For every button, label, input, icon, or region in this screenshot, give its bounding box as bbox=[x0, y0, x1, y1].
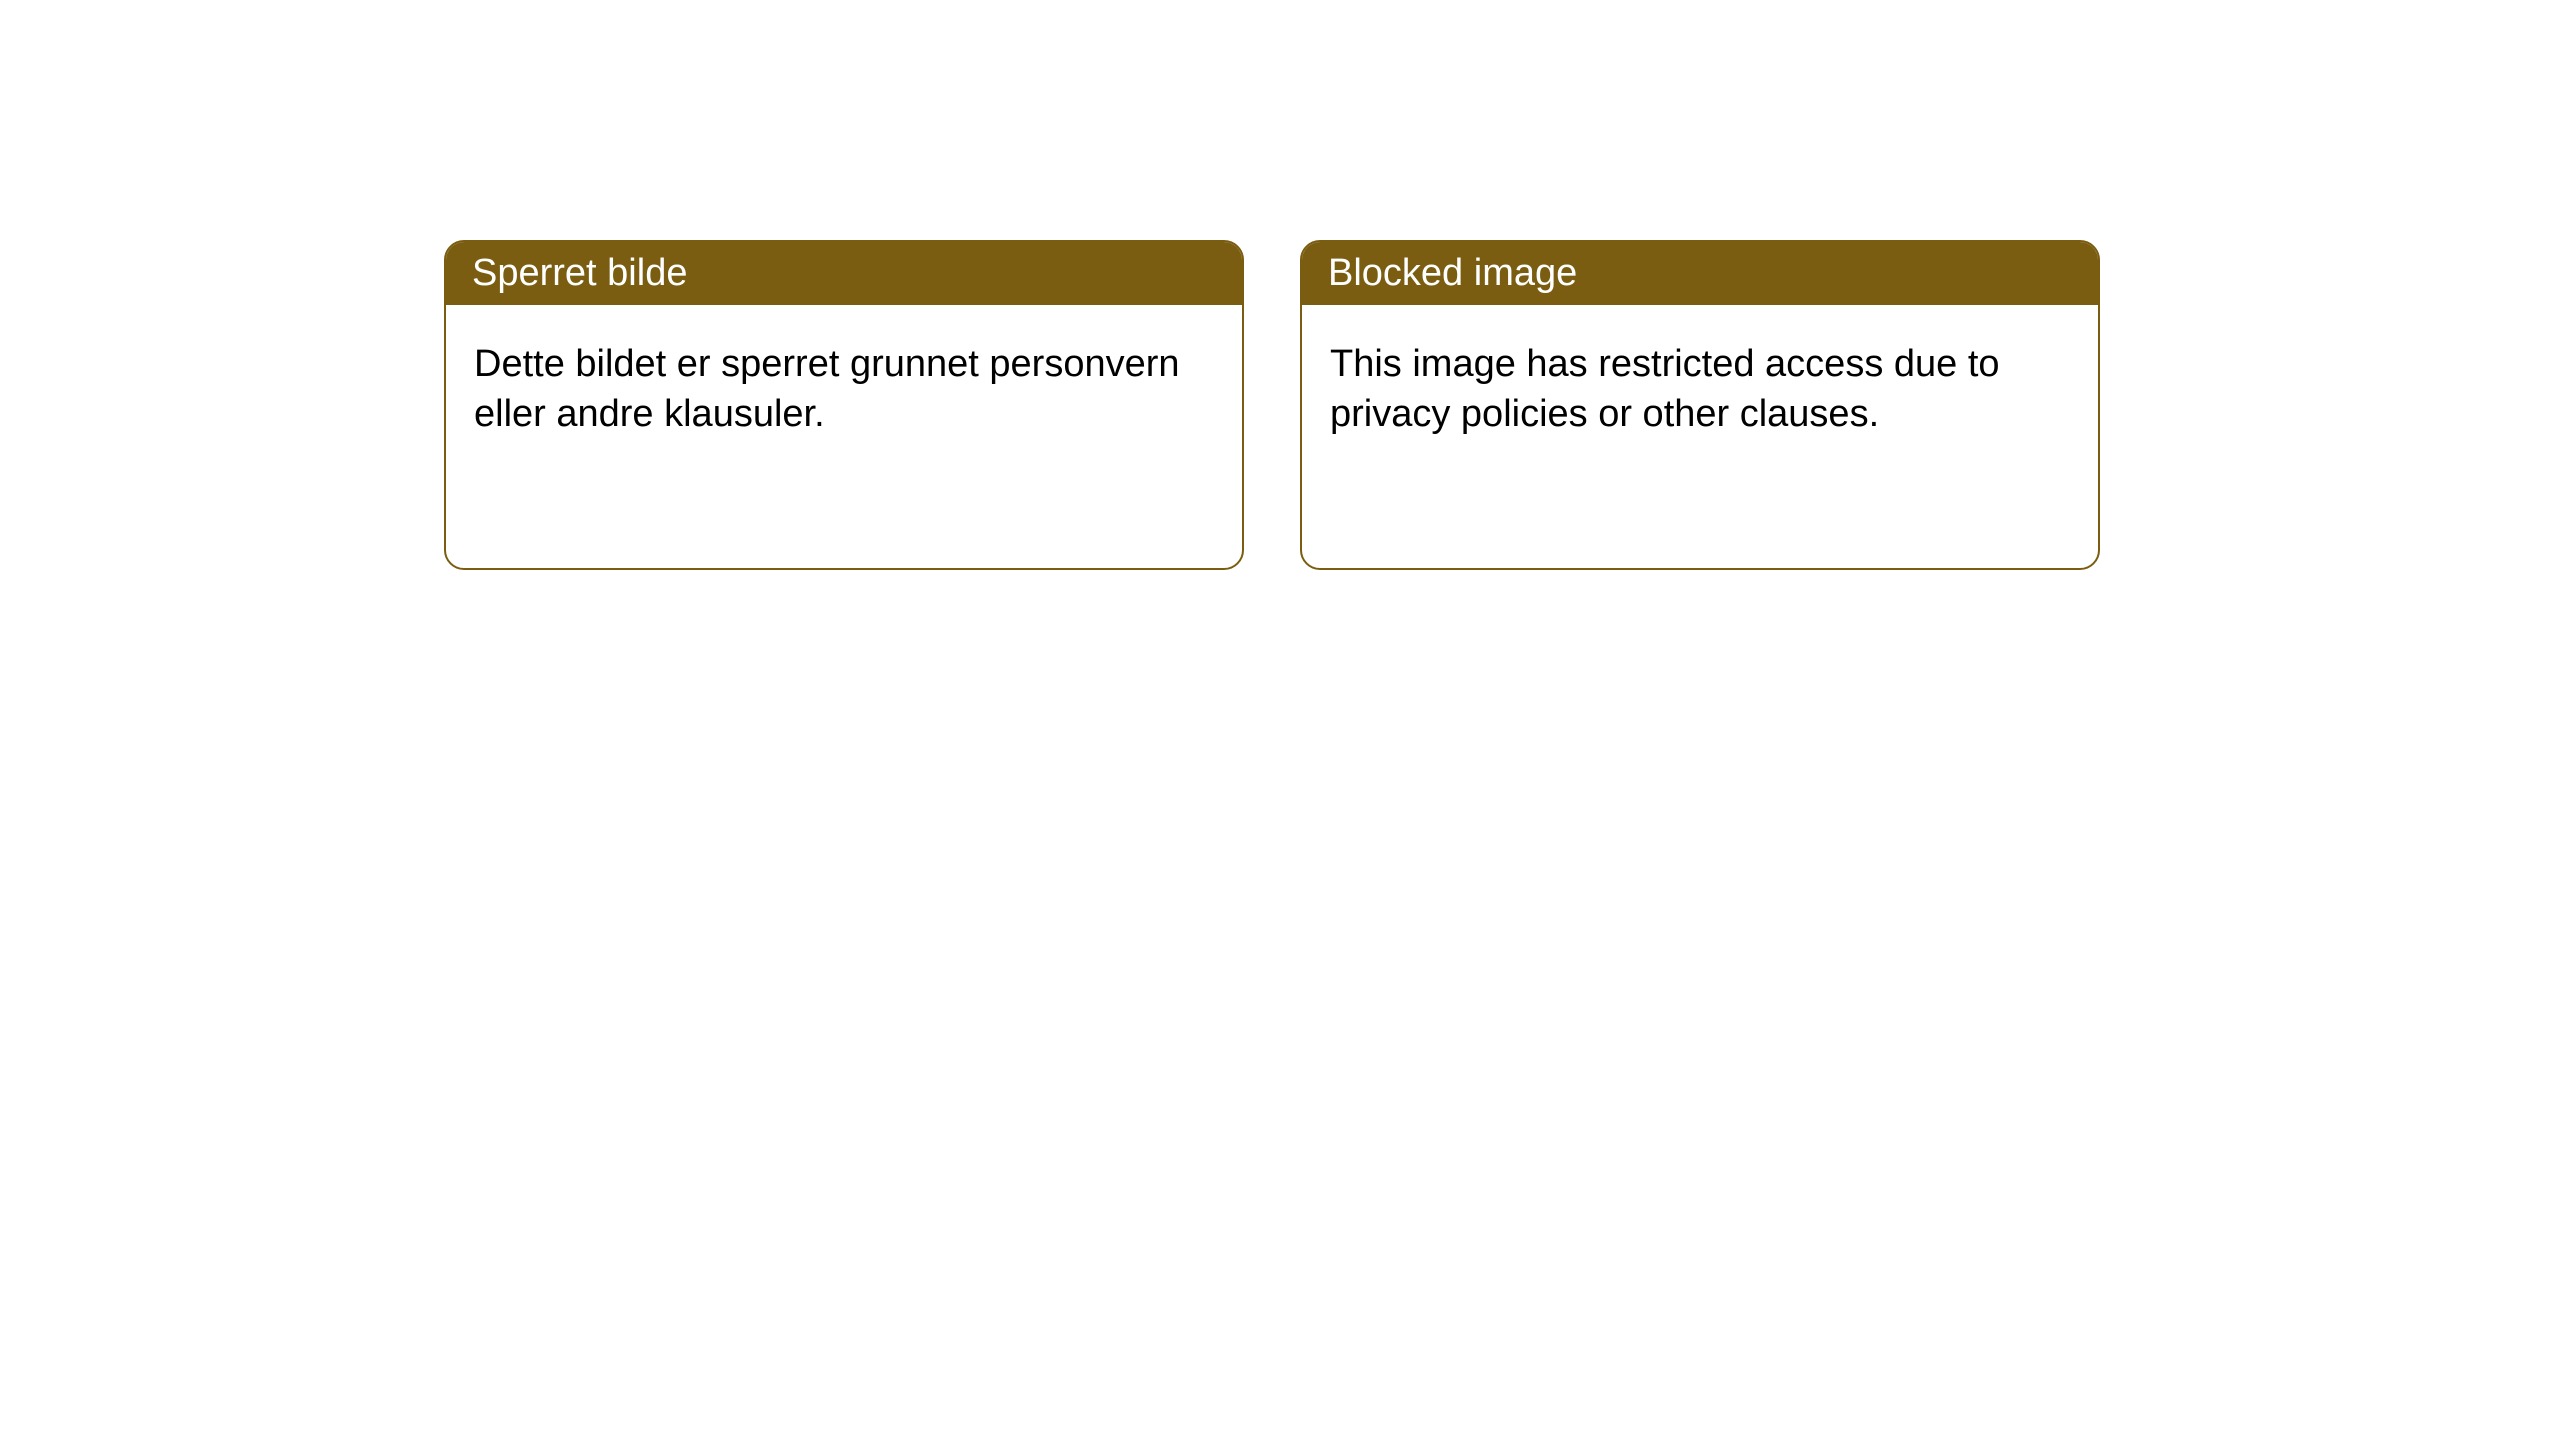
notice-container: Sperret bilde Dette bildet er sperret gr… bbox=[0, 0, 2560, 570]
notice-text-english: This image has restricted access due to … bbox=[1330, 343, 2000, 435]
notice-header-norwegian: Sperret bilde bbox=[446, 242, 1242, 305]
notice-body-english: This image has restricted access due to … bbox=[1302, 305, 2098, 473]
notice-body-norwegian: Dette bildet er sperret grunnet personve… bbox=[446, 305, 1242, 473]
notice-title-english: Blocked image bbox=[1328, 252, 1577, 294]
notice-header-english: Blocked image bbox=[1302, 242, 2098, 305]
notice-card-norwegian: Sperret bilde Dette bildet er sperret gr… bbox=[444, 240, 1244, 570]
notice-card-english: Blocked image This image has restricted … bbox=[1300, 240, 2100, 570]
notice-title-norwegian: Sperret bilde bbox=[472, 252, 687, 294]
notice-text-norwegian: Dette bildet er sperret grunnet personve… bbox=[474, 343, 1180, 435]
